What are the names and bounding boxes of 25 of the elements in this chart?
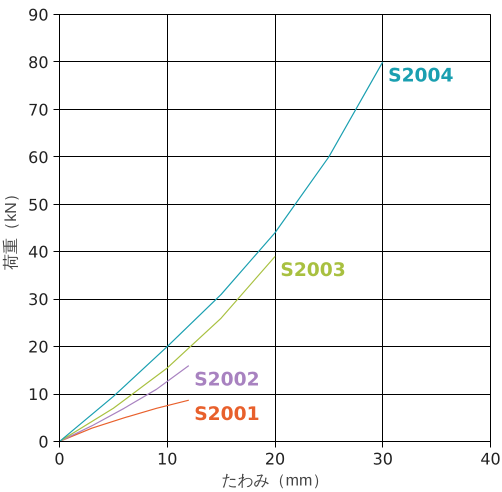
y-tick-label: 30 <box>28 290 48 310</box>
y-tick-label: 50 <box>28 195 48 214</box>
y-tick-label: 20 <box>28 338 48 357</box>
y-tick-label: 40 <box>28 242 48 262</box>
line-series <box>60 400 190 442</box>
y-tick-label: 80 <box>28 52 48 72</box>
x-tick-label: 10 <box>157 450 178 468</box>
y-tick-label: 60 <box>28 148 48 167</box>
series-label: S2001 <box>194 404 260 425</box>
x-tick-label: 0 <box>54 450 65 468</box>
y-tick-label: 0 <box>38 432 49 452</box>
line-series <box>60 256 276 442</box>
x-tick-label: 20 <box>264 450 286 468</box>
line-series <box>60 364 190 442</box>
y-axis-title: 荷重（kN） <box>2 186 20 270</box>
y-tick-label: 70 <box>28 100 48 120</box>
series-label: S2004 <box>388 66 454 87</box>
line-series <box>60 61 384 442</box>
x-tick-label: 40 <box>480 450 501 468</box>
x-axis-title: たわみ（mm） <box>222 472 328 490</box>
series-label: S2002 <box>194 369 260 390</box>
y-tick-label: 90 <box>28 6 48 24</box>
x-tick-label: 30 <box>372 450 393 468</box>
series-label: S2003 <box>280 260 346 282</box>
y-tick-label: 10 <box>28 385 48 404</box>
